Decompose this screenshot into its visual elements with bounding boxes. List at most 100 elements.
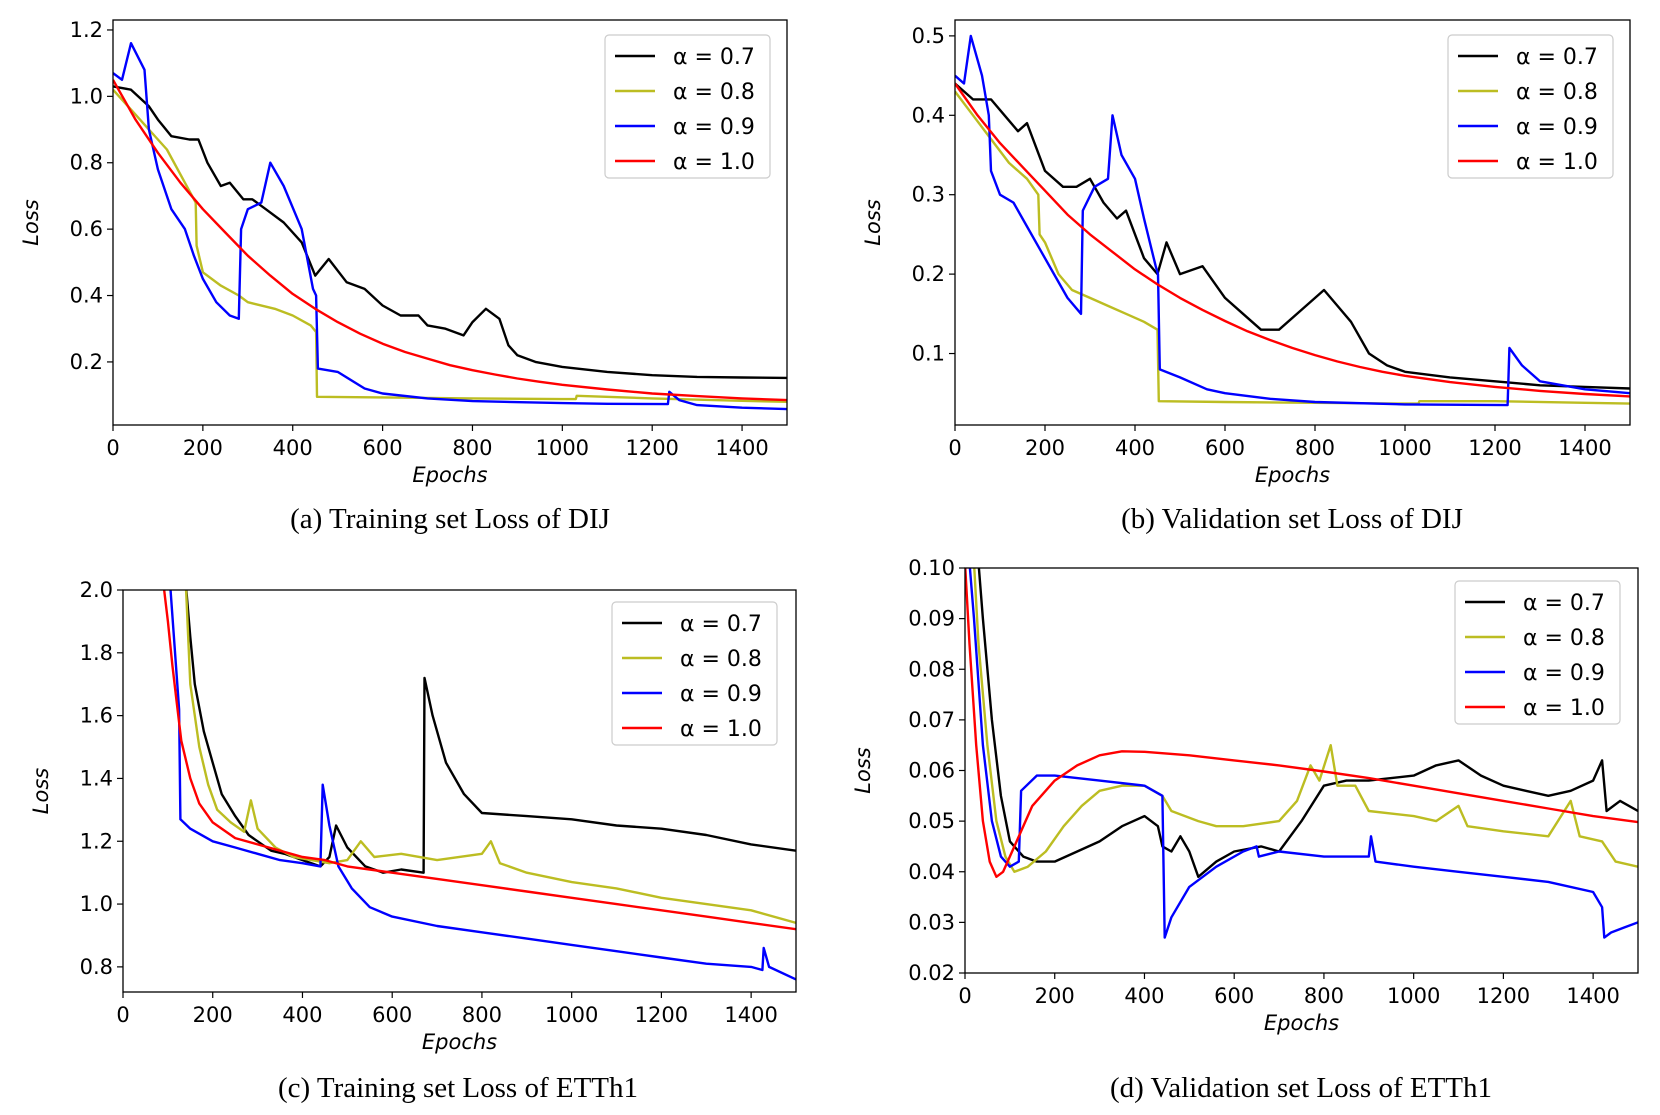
y-axis-label: Loss xyxy=(861,199,885,245)
series-line-0.9 xyxy=(113,42,787,411)
series-line-0.9 xyxy=(968,568,1638,939)
axes-frame xyxy=(122,589,797,993)
x-tick-label: 1000 xyxy=(1387,984,1440,1008)
y-tick-label: 0.1 xyxy=(912,342,945,366)
legend-label: α = 0.8 xyxy=(1523,626,1605,651)
x-axis-label: Epochs xyxy=(1255,463,1330,487)
x-tick-label: 1200 xyxy=(1468,436,1521,460)
chart-a: 0 200 400 600 800 1000 1200 1400 0.2 0.4 0.6 0.8 1.0… xyxy=(19,18,788,535)
y-tick-label: 0.8 xyxy=(70,151,103,175)
x-tick-label: 800 xyxy=(452,436,492,460)
legend: α = 0.7 α = 0.8 α = 0.9 α = 1.0 xyxy=(1454,580,1621,725)
x-axis-label: Epochs xyxy=(422,1030,497,1054)
x-axis-label: Epochs xyxy=(1264,1011,1339,1035)
legend-box xyxy=(1447,34,1614,179)
x-tick-label: 1000 xyxy=(545,1003,598,1027)
series-line-0.9 xyxy=(955,34,1630,407)
legend-label: α = 0.9 xyxy=(1516,115,1598,140)
x-tick-label: 1000 xyxy=(536,436,589,460)
legend-label: α = 1.0 xyxy=(673,150,755,175)
legend-label: α = 0.7 xyxy=(673,45,755,70)
x-tick-label: 400 xyxy=(273,436,313,460)
legend-label: α = 0.9 xyxy=(673,115,755,140)
axes-frame xyxy=(954,19,1631,426)
chart-caption: (b) Validation set Loss of DIJ xyxy=(1121,503,1463,535)
y-tick-label: 0.4 xyxy=(912,103,945,127)
y-tick-label: 1.2 xyxy=(80,829,113,853)
legend-label: α = 1.0 xyxy=(1516,150,1598,175)
y-tick-label: 0.2 xyxy=(912,262,945,286)
x-axis-label: Epochs xyxy=(412,463,487,487)
chart-c: 0 200 400 600 800 1000 1200 1400 0.8 1.0 1.2 1.4 1.6… xyxy=(29,578,797,1104)
y-tick-label: 0.3 xyxy=(912,183,945,207)
legend-label: α = 0.8 xyxy=(680,647,762,672)
series-line-0.8 xyxy=(113,88,787,403)
x-tick-label: 800 xyxy=(1304,984,1344,1008)
x-tick-label: 1400 xyxy=(1566,984,1619,1008)
y-tick-label: 1.2 xyxy=(70,18,103,42)
legend: α = 0.7 α = 0.8 α = 0.9 α = 1.0 xyxy=(604,34,771,179)
y-tick-label: 0.03 xyxy=(908,910,955,934)
legend-label: α = 0.9 xyxy=(680,682,762,707)
y-tick-label: 1.8 xyxy=(80,641,113,665)
y-tick-label: 1.0 xyxy=(80,892,113,916)
chart-caption: (a) Training set Loss of DIJ xyxy=(290,503,610,535)
legend-label: α = 0.9 xyxy=(1523,661,1605,686)
series-line-0.8 xyxy=(184,590,796,925)
x-tick-label: 0 xyxy=(106,436,119,460)
legend: α = 0.7 α = 0.8 α = 0.9 α = 1.0 xyxy=(611,601,778,746)
series-line-0.8 xyxy=(973,568,1638,873)
y-tick-label: 1.4 xyxy=(80,766,113,790)
x-tick-label: 600 xyxy=(1214,984,1254,1008)
y-axis-label: Loss xyxy=(29,768,53,814)
x-tick-label: 200 xyxy=(183,436,223,460)
legend-label: α = 0.8 xyxy=(1516,80,1598,105)
x-tick-label: 1400 xyxy=(715,436,768,460)
legend: α = 0.7 α = 0.8 α = 0.9 α = 1.0 xyxy=(1447,34,1614,179)
legend-label: α = 0.7 xyxy=(680,612,762,637)
chart-caption: (d) Validation set Loss of ETTh1 xyxy=(1110,1072,1492,1104)
y-tick-label: 0.2 xyxy=(70,350,103,374)
series-line-1.0 xyxy=(162,590,796,931)
chart-b: 0 200 400 600 800 1000 1200 1400 0.1 0.2 0.3 0.4 0.5… xyxy=(861,19,1631,535)
y-tick-label: 0.09 xyxy=(908,607,955,631)
x-tick-label: 1400 xyxy=(724,1003,777,1027)
y-axis-label: Loss xyxy=(19,199,43,245)
y-tick-label: 0.07 xyxy=(908,708,955,732)
series-group xyxy=(113,42,787,411)
x-tick-label: 600 xyxy=(363,436,403,460)
y-tick-label: 0.5 xyxy=(912,24,945,48)
series-group xyxy=(162,590,796,981)
y-tick-label: 0.4 xyxy=(70,284,103,308)
y-axis-label: Loss xyxy=(851,747,875,793)
legend-label: α = 1.0 xyxy=(1523,696,1605,721)
series-line-1.0 xyxy=(955,82,1630,398)
x-tick-label: 200 xyxy=(193,1003,233,1027)
legend-box xyxy=(1454,580,1621,725)
series-line-0.7 xyxy=(955,82,1630,390)
x-tick-label: 0 xyxy=(948,436,961,460)
y-tick-label: 1.6 xyxy=(80,704,113,728)
y-tick-label: 1.0 xyxy=(70,84,103,108)
series-line-0.8 xyxy=(955,90,1630,405)
legend-label: α = 0.7 xyxy=(1516,45,1598,70)
legend-box xyxy=(611,601,778,746)
y-tick-label: 0.02 xyxy=(908,961,955,985)
x-tick-label: 1200 xyxy=(1477,984,1530,1008)
series-line-0.7 xyxy=(113,85,787,380)
legend-box xyxy=(604,34,771,179)
y-tick-label: 0.06 xyxy=(908,759,955,783)
x-tick-label: 1200 xyxy=(635,1003,688,1027)
y-tick-label: 0.6 xyxy=(70,217,103,241)
legend-label: α = 0.7 xyxy=(1523,591,1605,616)
x-tick-label: 0 xyxy=(958,984,971,1008)
x-tick-label: 200 xyxy=(1025,436,1065,460)
x-tick-label: 400 xyxy=(1115,436,1155,460)
series-group xyxy=(955,34,1630,407)
x-tick-label: 1000 xyxy=(1378,436,1431,460)
y-tick-label: 0.10 xyxy=(908,556,955,580)
chart-d: 0 200 400 600 800 1000 1200 1400 0.02 0.03 0.04 0.0… xyxy=(851,556,1639,1104)
series-line-1.0 xyxy=(965,568,1638,878)
y-tick-label: 2.0 xyxy=(80,578,113,602)
